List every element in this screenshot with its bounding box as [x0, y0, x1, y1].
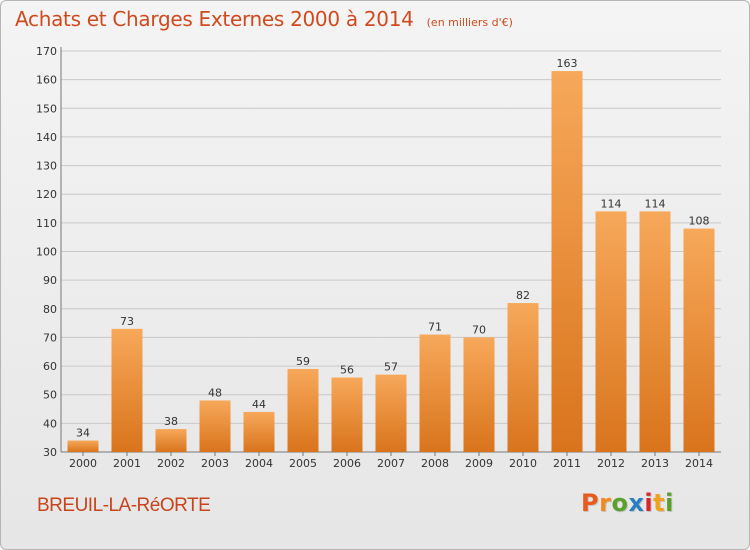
value-label-2014: 108 [689, 215, 710, 228]
value-label-2003: 48 [208, 386, 222, 399]
x-tick-label-2005: 2005 [289, 457, 317, 470]
x-tick-label-2010: 2010 [509, 457, 537, 470]
logo-letter: o [611, 489, 629, 517]
chart-title: Achats et Charges Externes 2000 à 2014 [15, 7, 414, 31]
x-tick-label-2003: 2003 [201, 457, 229, 470]
chart-subtitle: (en milliers d'€) [426, 16, 513, 29]
bar-2011 [551, 71, 583, 453]
y-tick-label: 50 [43, 389, 57, 402]
value-label-2009: 70 [472, 323, 486, 336]
y-tick-label: 140 [36, 131, 57, 144]
bar-2004 [243, 411, 275, 452]
x-tick-label-2007: 2007 [377, 457, 405, 470]
bar-2006 [331, 377, 363, 452]
title-row: Achats et Charges Externes 2000 à 2014 (… [15, 7, 513, 31]
value-label-2007: 57 [384, 361, 398, 374]
value-label-2011: 163 [557, 57, 578, 70]
y-tick-label: 120 [36, 188, 57, 201]
y-tick-label: 70 [43, 331, 57, 344]
bar-2000 [67, 440, 99, 452]
y-tick-label: 40 [43, 417, 57, 430]
y-tick-label: 160 [36, 74, 57, 87]
x-tick-label-2002: 2002 [157, 457, 185, 470]
bar-2005 [287, 368, 319, 452]
x-tick-label-2006: 2006 [333, 457, 361, 470]
proxiti-logo: Proxiti [581, 489, 674, 517]
x-tick-label-2012: 2012 [597, 457, 625, 470]
y-tick-label: 150 [36, 102, 57, 115]
x-tick-label-2000: 2000 [69, 457, 97, 470]
bars [67, 71, 715, 453]
y-tick-label: 110 [36, 217, 57, 230]
x-tick-label-2001: 2001 [113, 457, 141, 470]
bar-2009 [463, 337, 495, 452]
x-tick-label-2008: 2008 [421, 457, 449, 470]
value-label-2006: 56 [340, 364, 354, 377]
value-label-2013: 114 [645, 197, 666, 210]
value-label-2010: 82 [516, 289, 530, 302]
bar-2007 [375, 374, 407, 452]
value-label-2004: 44 [252, 398, 266, 411]
value-label-2005: 59 [296, 355, 310, 368]
x-tick-label-2004: 2004 [245, 457, 273, 470]
y-tick-label: 80 [43, 303, 57, 316]
logo-letter: r [599, 489, 612, 517]
bar-2002 [155, 429, 187, 452]
bar-2001 [111, 328, 143, 452]
value-label-2000: 34 [76, 427, 90, 440]
y-tick-label: 60 [43, 360, 57, 373]
logo-letter: i [665, 489, 674, 517]
value-label-2002: 38 [164, 415, 178, 428]
place-name: BREUIL-LA-RéORTE [37, 495, 211, 516]
bar-2014 [683, 228, 715, 452]
value-label-2001: 73 [120, 315, 134, 328]
bar-2010 [507, 303, 539, 452]
logo-letter: x [628, 489, 645, 517]
y-tick-label: 170 [36, 45, 57, 58]
value-label-2012: 114 [601, 197, 622, 210]
y-tick-label: 130 [36, 160, 57, 173]
labels: 30 40 50 60 70 80 90 100 110 120 130 140 150 160 170 34… [36, 45, 713, 470]
logo-letter: P [581, 489, 600, 517]
x-tick-label-2009: 2009 [465, 457, 493, 470]
x-tick-label-2011: 2011 [553, 457, 581, 470]
y-tick-label: 100 [36, 246, 57, 259]
y-tick-label: 30 [43, 446, 57, 459]
x-tick-label-2013: 2013 [641, 457, 669, 470]
x-tick-label-2014: 2014 [685, 457, 713, 470]
value-label-2008: 71 [428, 321, 442, 334]
y-tick-label: 90 [43, 274, 57, 287]
bar-2003 [199, 400, 231, 452]
bar-2012 [595, 211, 627, 452]
logo-letter: t [653, 489, 666, 517]
logo-letter: i [644, 489, 654, 517]
bar-2008 [419, 334, 451, 452]
bar-2013 [639, 211, 671, 452]
